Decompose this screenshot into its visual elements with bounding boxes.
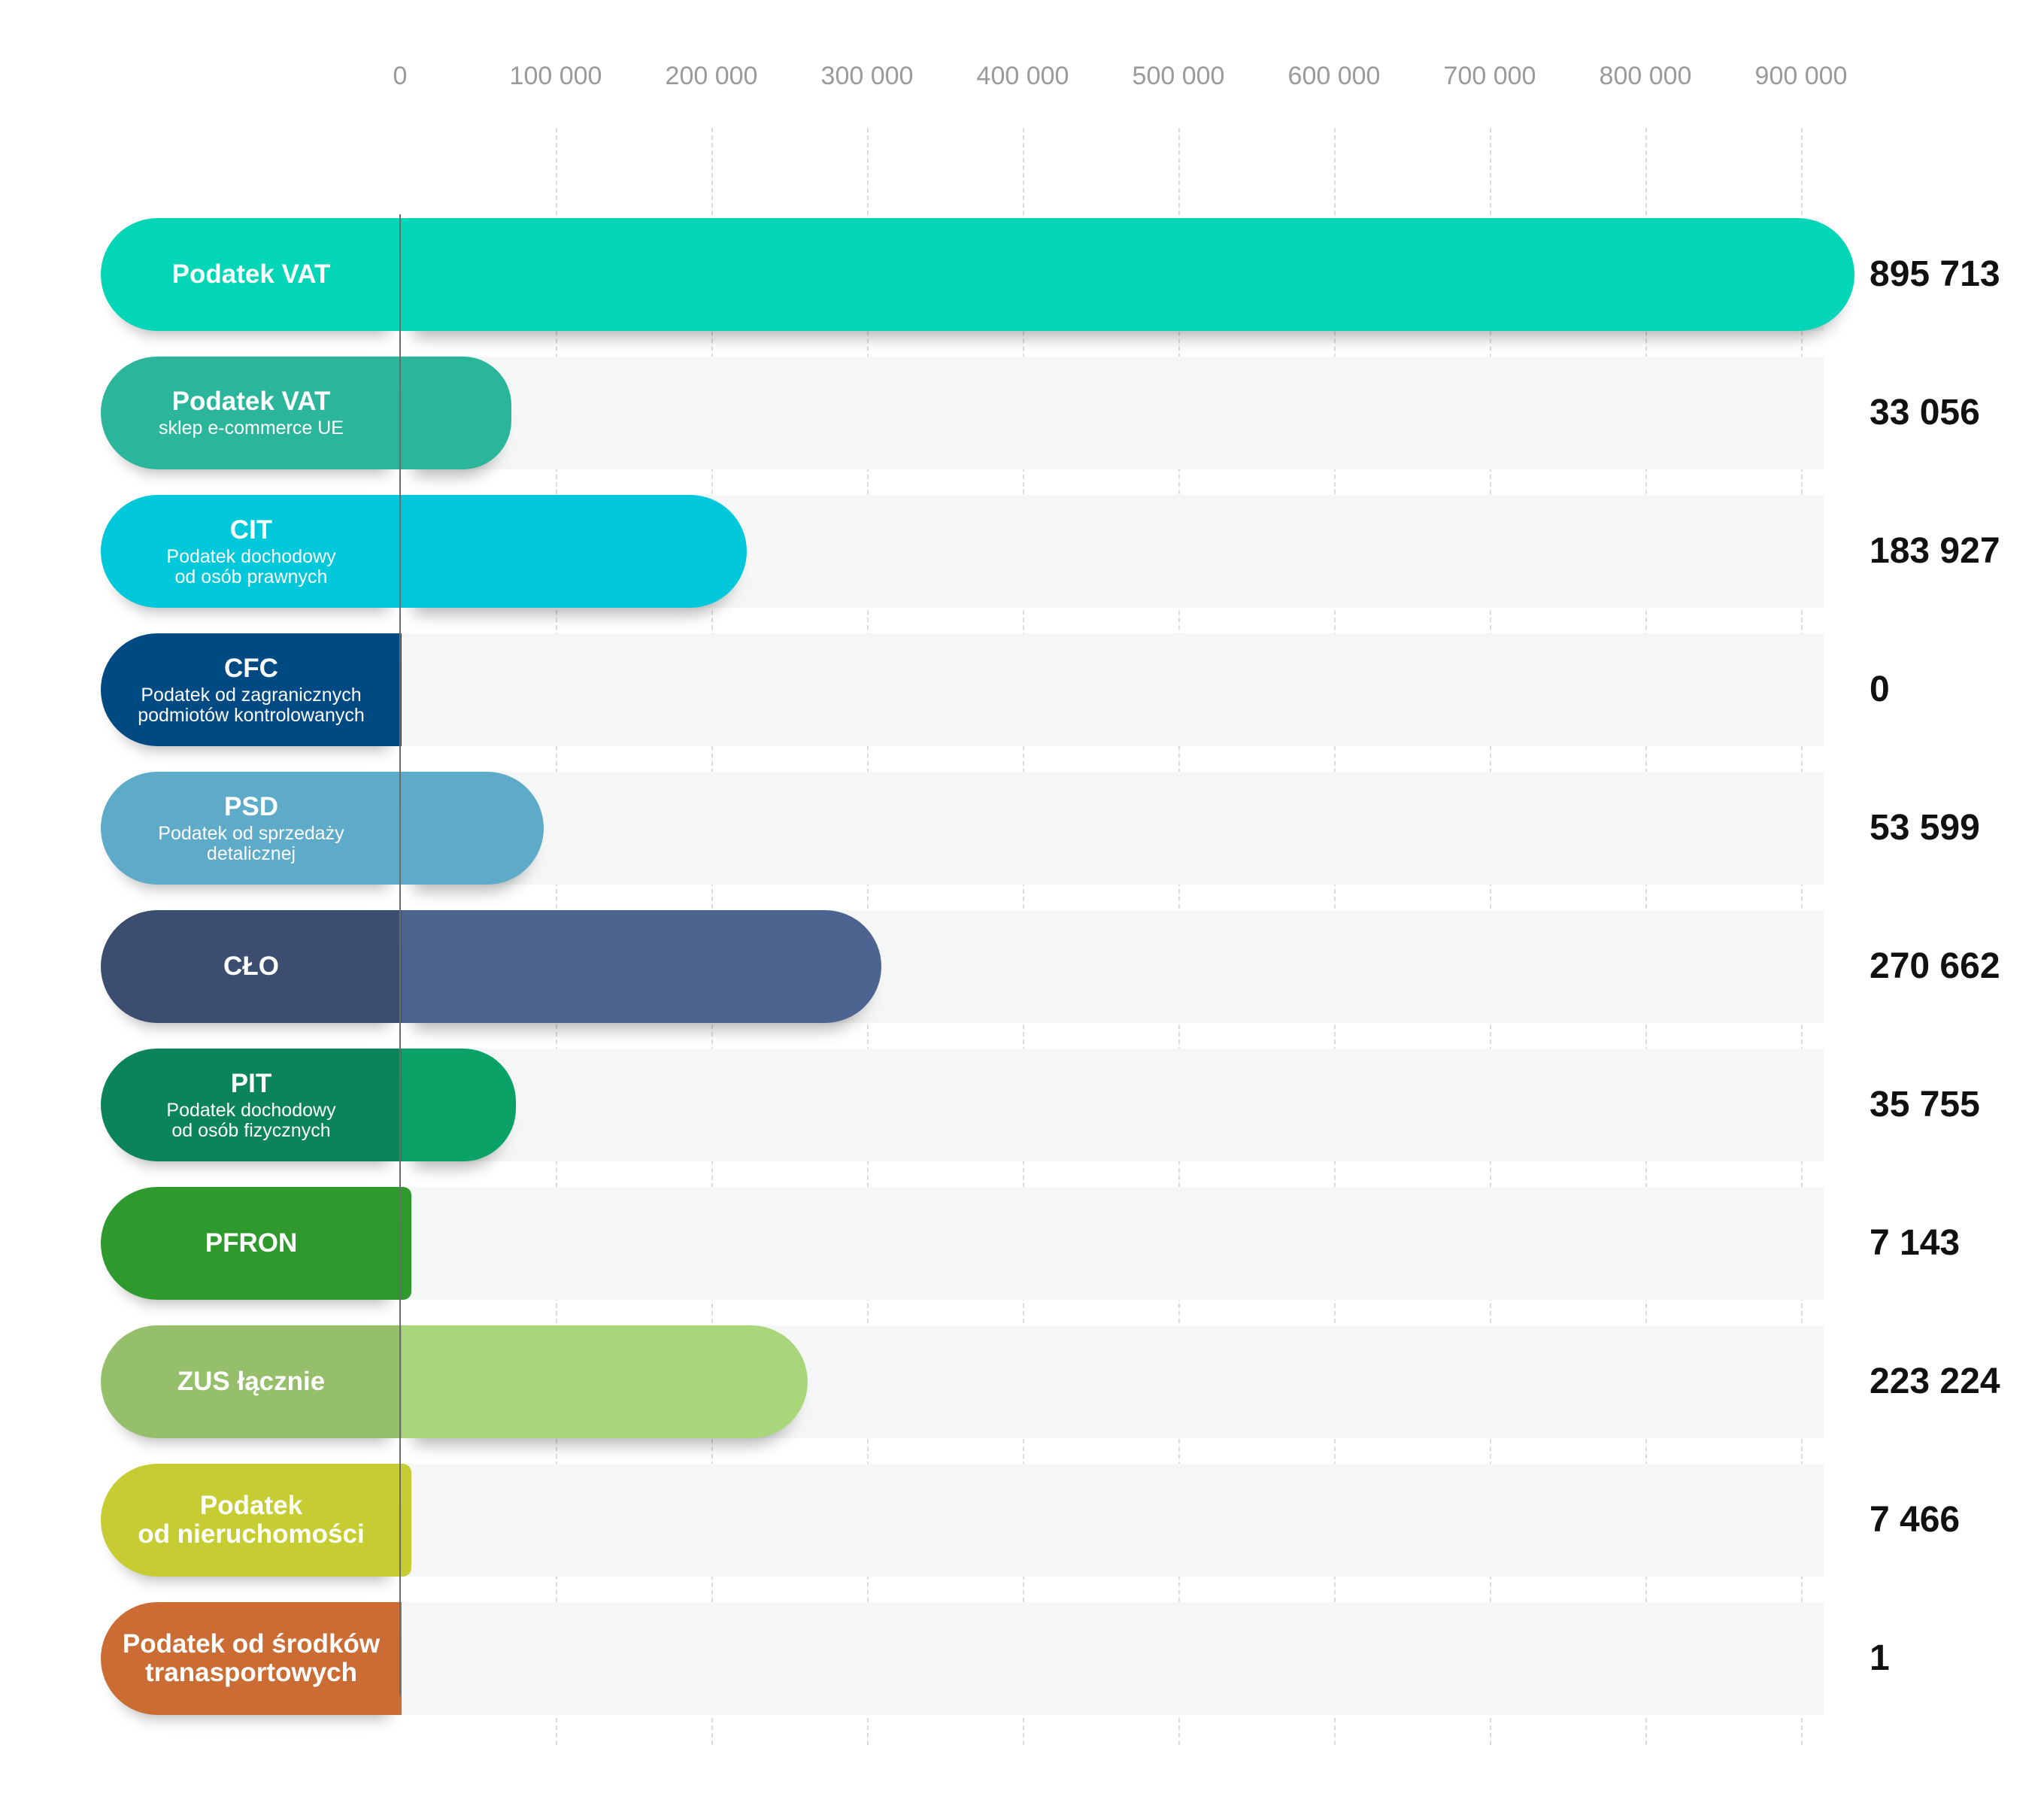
value-label: 895 713 [1870, 252, 2000, 297]
category-label: CIT Podatek dochodowy od osób prawnych [101, 495, 402, 608]
category-subtitle: Podatek od sprzedaży detalicznej [158, 824, 344, 864]
category-name: Podatek VAT [172, 387, 331, 416]
x-tick-label: 900 000 [1726, 62, 1876, 91]
value-label: 33 056 [1870, 390, 1980, 436]
category-label: Podatek od nieruchomości [101, 1464, 402, 1577]
row-background [399, 1187, 1824, 1300]
category-name: CIT [230, 516, 272, 545]
value-label: 0 [1870, 667, 1890, 712]
x-tick-label: 300 000 [792, 62, 942, 91]
row-background [399, 772, 1824, 885]
x-tick-label: 600 000 [1259, 62, 1409, 91]
category-name: Podatek od środków tranasportowych [123, 1630, 380, 1687]
row-background [399, 357, 1824, 469]
x-tick-label: 500 000 [1103, 62, 1254, 91]
value-label: 7 143 [1870, 1221, 1960, 1266]
category-label: ZUS łącznie [101, 1325, 402, 1438]
row-background [399, 1049, 1824, 1161]
bar [400, 1464, 411, 1577]
bar [400, 772, 544, 885]
category-label: Podatek VAT [101, 218, 402, 331]
category-name: Podatek VAT [172, 260, 331, 289]
x-tick-label: 800 000 [1570, 62, 1721, 91]
category-label: Podatek VAT sklep e-commerce UE [101, 357, 402, 469]
row-background [399, 1464, 1824, 1577]
x-tick-label: 400 000 [948, 62, 1098, 91]
category-subtitle: Podatek dochodowy od osób fizycznych [166, 1100, 335, 1141]
category-label: PSD Podatek od sprzedaży detalicznej [101, 772, 402, 885]
category-name: CFC [224, 654, 278, 683]
value-label: 1 [1870, 1636, 1890, 1681]
x-tick-label: 200 000 [636, 62, 787, 91]
category-subtitle: sklep e-commerce UE [159, 418, 344, 439]
value-label: 183 927 [1870, 529, 2000, 574]
category-name: PIT [231, 1070, 271, 1098]
bar [400, 910, 881, 1023]
category-name: Podatek od nieruchomości [138, 1492, 364, 1549]
category-label: PIT Podatek dochodowy od osób fizycznych [101, 1049, 402, 1161]
bar [400, 218, 1854, 331]
bar [400, 357, 511, 469]
bar [400, 1049, 516, 1161]
category-subtitle: Podatek dochodowy od osób prawnych [166, 547, 335, 587]
category-label: PFRON [101, 1187, 402, 1300]
value-label: 270 662 [1870, 944, 2000, 989]
x-tick-label: 700 000 [1415, 62, 1565, 91]
value-label: 7 466 [1870, 1498, 1960, 1543]
bar [400, 495, 747, 608]
x-tick-label: 0 [325, 62, 475, 91]
category-name: PSD [224, 793, 278, 821]
category-name: PFRON [205, 1229, 298, 1258]
category-label: CŁO [101, 910, 402, 1023]
bar [400, 1325, 808, 1438]
value-label: 35 755 [1870, 1082, 1980, 1128]
category-label: Podatek od środków tranasportowych [101, 1602, 402, 1715]
category-name: ZUS łącznie [177, 1367, 325, 1396]
category-label: CFC Podatek od zagranicznych podmiotów ko… [101, 633, 402, 746]
row-background [399, 633, 1824, 746]
bar [400, 1187, 411, 1300]
value-label: 53 599 [1870, 806, 1980, 851]
category-name: CŁO [223, 952, 279, 981]
row-background [399, 1602, 1824, 1715]
category-subtitle: Podatek od zagranicznych podmiotów kontr… [138, 685, 365, 726]
zero-axis-line [399, 214, 401, 1696]
value-label: 223 224 [1870, 1359, 2000, 1404]
x-tick-label: 100 000 [481, 62, 631, 91]
